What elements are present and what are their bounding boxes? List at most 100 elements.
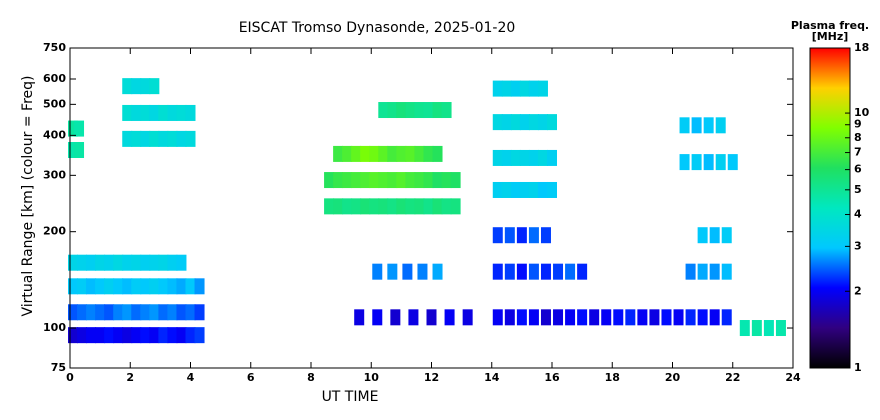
data-point <box>432 263 443 280</box>
data-point <box>537 149 548 166</box>
data-point <box>333 198 344 215</box>
colorbar-tick-label: 5 <box>854 183 862 196</box>
data-point <box>68 304 79 321</box>
colorbar-tick-label: 8 <box>854 131 862 144</box>
data-point <box>565 309 576 326</box>
data-point <box>122 278 133 295</box>
colorbar-tick-label: 6 <box>854 163 862 176</box>
data-point <box>450 198 461 215</box>
data-point <box>528 309 539 326</box>
data-point <box>158 304 169 321</box>
data-point <box>709 227 720 244</box>
data-point <box>68 278 79 295</box>
data-point <box>342 172 353 189</box>
data-point <box>351 198 362 215</box>
data-point <box>775 320 786 337</box>
data-point <box>673 309 684 326</box>
data-point <box>378 198 389 215</box>
colorbar-tick-label: 7 <box>854 146 862 159</box>
data-point <box>354 309 365 326</box>
data-point <box>140 278 151 295</box>
data-point <box>685 309 696 326</box>
x-tick-label: 6 <box>247 371 255 384</box>
data-point <box>492 149 503 166</box>
data-point <box>565 263 576 280</box>
data-point <box>685 263 696 280</box>
x-tick-label: 2 <box>126 371 134 384</box>
data-point <box>149 254 160 271</box>
data-point <box>408 309 419 326</box>
data-point <box>528 149 539 166</box>
data-point <box>528 227 539 244</box>
data-point <box>77 327 88 344</box>
data-point <box>95 304 106 321</box>
data-point <box>577 309 588 326</box>
data-point <box>360 198 371 215</box>
data-point <box>131 78 142 95</box>
data-point <box>402 263 413 280</box>
colorbar-tick-label: 18 <box>854 41 869 54</box>
data-point <box>426 309 437 326</box>
data-point <box>697 309 708 326</box>
data-point <box>140 78 151 95</box>
data-point <box>176 304 187 321</box>
data-point <box>697 227 708 244</box>
data-point <box>387 263 398 280</box>
data-point <box>516 309 527 326</box>
data-point <box>86 278 97 295</box>
data-point <box>68 327 79 344</box>
colorbar-tick-label: 2 <box>854 284 862 297</box>
colorbar-tick-label: 4 <box>854 208 862 221</box>
data-point <box>537 181 548 198</box>
colorbar-tick-label: 9 <box>854 118 862 131</box>
data-point <box>691 154 702 171</box>
data-point <box>324 172 335 189</box>
data-point <box>372 263 383 280</box>
data-point <box>122 327 133 344</box>
data-point <box>504 263 515 280</box>
data-point <box>122 130 133 147</box>
data-point <box>131 278 142 295</box>
data-point <box>625 309 636 326</box>
data-point <box>396 102 407 119</box>
data-point <box>649 309 660 326</box>
data-point <box>703 117 714 134</box>
data-point <box>528 80 539 97</box>
data-point <box>516 263 527 280</box>
y-tick-label: 300 <box>43 168 66 181</box>
data-point <box>547 114 557 131</box>
data-point <box>369 172 380 189</box>
data-point <box>149 78 160 95</box>
data-point <box>405 145 416 162</box>
colorbar-title: Plasma freq. <box>791 19 869 32</box>
data-point <box>528 263 539 280</box>
colorbar-unit: [MHz] <box>812 30 849 43</box>
data-point <box>122 304 133 321</box>
data-point <box>140 130 151 147</box>
data-point <box>450 172 461 189</box>
data-point <box>158 327 169 344</box>
data-point <box>691 117 702 134</box>
data-point <box>492 114 503 131</box>
data-point <box>709 263 720 280</box>
data-point <box>104 254 115 271</box>
data-point <box>540 227 551 244</box>
data-point <box>441 198 452 215</box>
data-point <box>333 172 344 189</box>
x-tick-label: 14 <box>484 371 500 384</box>
x-tick-label: 22 <box>725 371 740 384</box>
colorbar-tick-label: 10 <box>854 106 870 119</box>
data-point <box>167 104 178 121</box>
data-point <box>185 104 196 121</box>
y-tick-label: 500 <box>43 97 66 110</box>
data-point <box>194 278 205 295</box>
data-point <box>751 320 762 337</box>
data-point <box>405 198 416 215</box>
data-point <box>360 145 371 162</box>
data-point <box>95 327 106 344</box>
data-point <box>77 304 88 321</box>
data-point <box>77 254 88 271</box>
data-point <box>176 278 187 295</box>
data-point <box>519 149 530 166</box>
data-point <box>715 154 726 171</box>
